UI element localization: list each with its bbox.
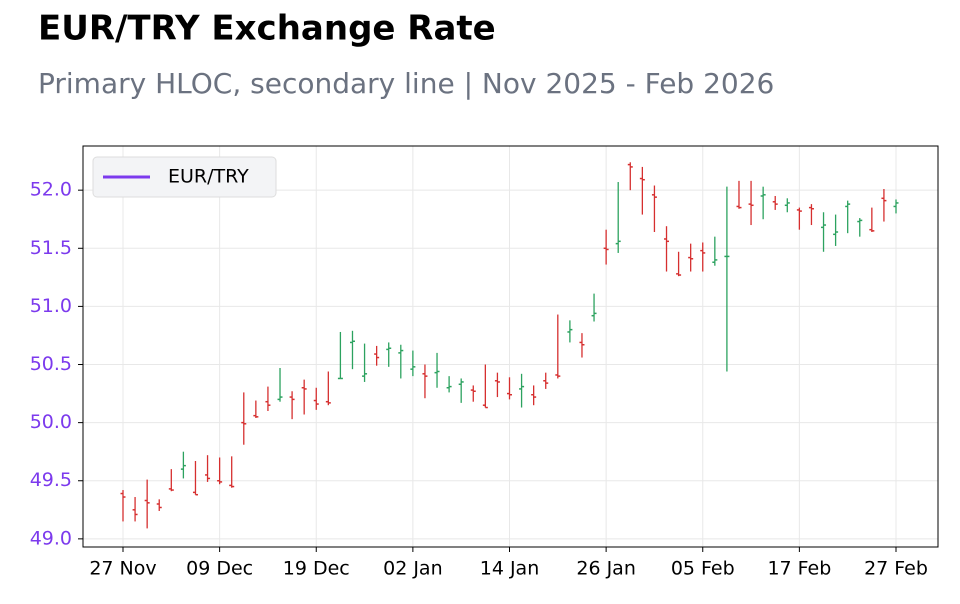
chart-title: EUR/TRY Exchange Rate: [38, 9, 496, 49]
x-tick-label: 14 Jan: [480, 558, 540, 580]
x-tick-label: 27 Feb: [864, 558, 928, 580]
x-tick-label: 09 Dec: [186, 558, 253, 580]
y-tick-label: 49.5: [30, 469, 72, 491]
x-tick-label: 17 Feb: [767, 558, 831, 580]
legend-label: EUR/TRY: [168, 166, 249, 188]
x-tick-label: 05 Feb: [671, 558, 735, 580]
y-tick-label: 51.5: [30, 237, 72, 259]
y-tick-label: 49.0: [30, 527, 72, 549]
x-tick-label: 19 Dec: [283, 558, 350, 580]
x-tick-label: 27 Nov: [89, 558, 156, 580]
x-tick-label: 02 Jan: [383, 558, 443, 580]
plot-frame: [82, 145, 939, 548]
y-tick-label: 50.5: [30, 353, 72, 375]
chart-subtitle: Primary HLOC, secondary line | Nov 2025 …: [38, 67, 774, 100]
y-tick-label: 52.0: [30, 179, 72, 201]
x-tick-label: 26 Jan: [576, 558, 636, 580]
legend-box: [92, 156, 277, 198]
y-tick-label: 50.0: [30, 411, 72, 433]
y-tick-label: 51.0: [30, 295, 72, 317]
